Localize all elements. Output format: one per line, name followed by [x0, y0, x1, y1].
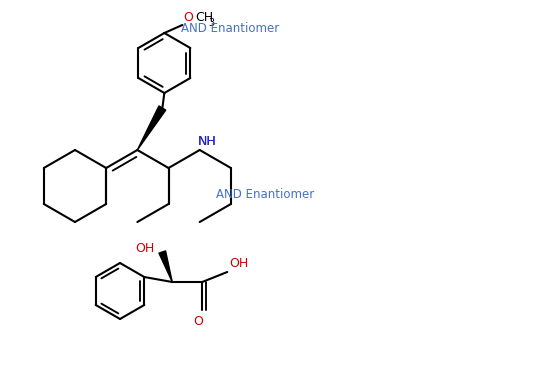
Text: AND Enantiomer: AND Enantiomer [216, 188, 314, 200]
Text: NH: NH [198, 135, 217, 148]
Text: CH: CH [196, 11, 213, 24]
Text: O: O [183, 11, 193, 24]
Text: O: O [193, 315, 203, 328]
Text: OH: OH [135, 242, 154, 256]
Polygon shape [159, 251, 172, 282]
Text: AND Enantiomer: AND Enantiomer [181, 22, 279, 34]
Text: NH: NH [198, 135, 217, 148]
Polygon shape [137, 106, 166, 150]
Text: 3: 3 [208, 18, 214, 28]
Text: OH: OH [229, 257, 249, 270]
